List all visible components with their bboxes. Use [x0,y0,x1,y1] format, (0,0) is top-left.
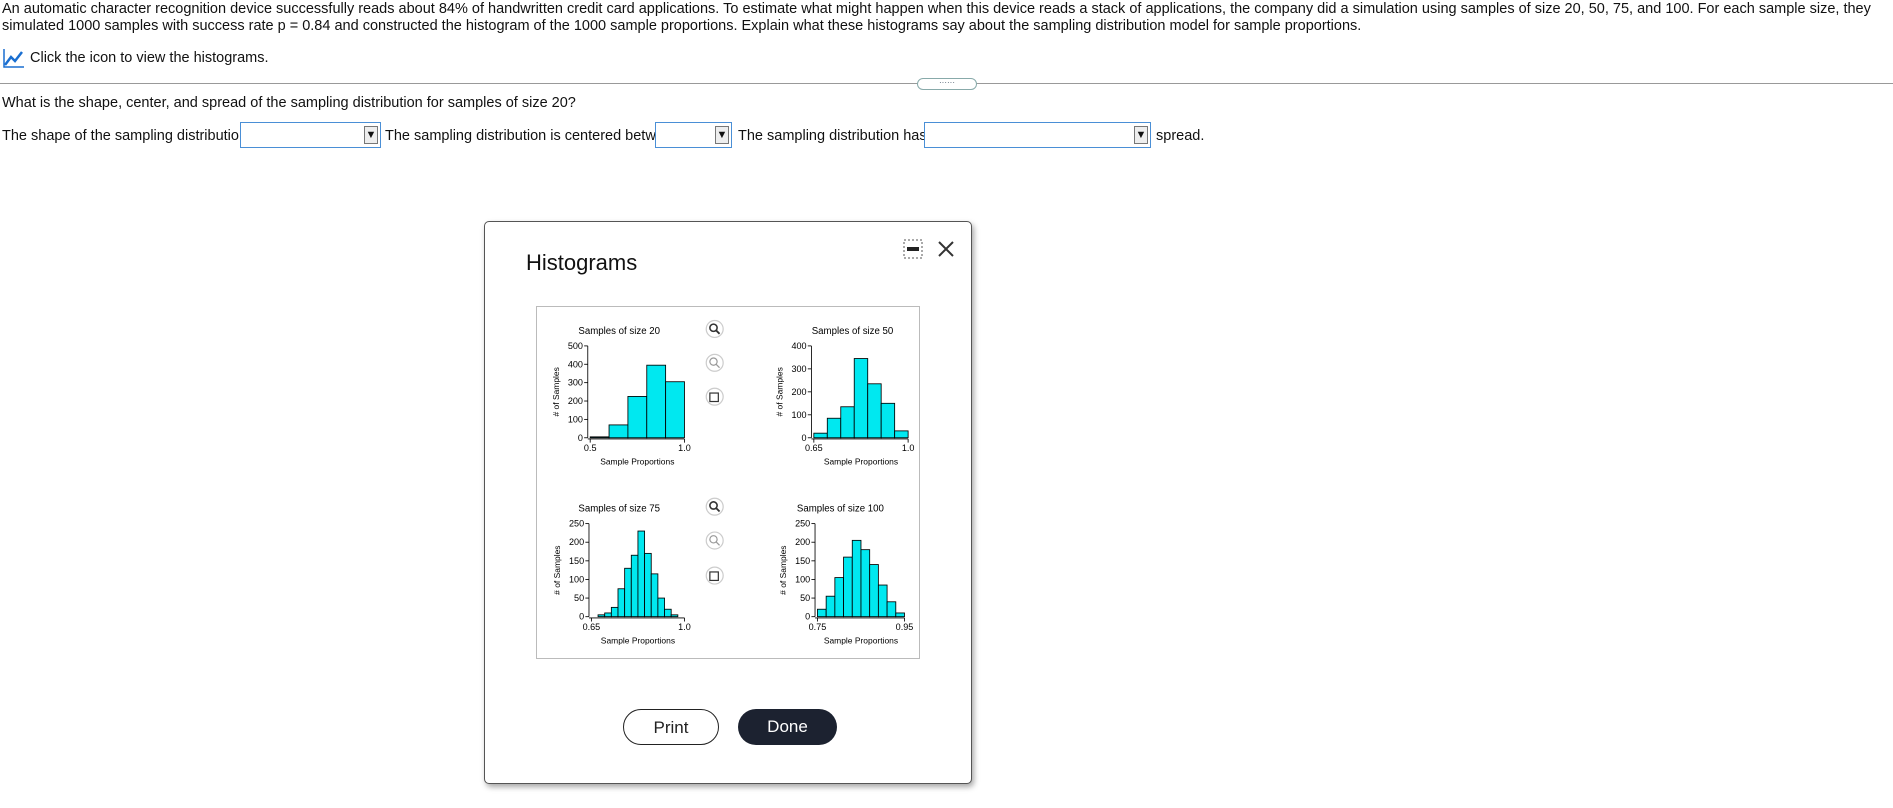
zoom-tools[interactable] [705,319,724,585]
histogram-bar [624,567,632,618]
x-axis-label: Sample Proportions [600,456,674,466]
y-tick-label: 50 [800,593,810,603]
y-tick-label: 200 [568,396,583,406]
histogram-bar [627,396,648,439]
histogram-bar [867,383,882,439]
histogram-bar [665,381,685,439]
histogram-bar [646,364,667,439]
histogram-bar [853,358,869,439]
y-tick-label: 50 [574,593,584,603]
histogram-bar [869,564,879,618]
y-tick-label: 300 [791,364,806,374]
histogram-bar [880,402,896,439]
histogram-bar [630,554,639,618]
spread-dropdown[interactable]: ▼ [924,122,1151,148]
chart-title: Samples of size 75 [578,504,660,515]
x-tick-label: 1.0 [902,443,915,453]
histogram-bar [637,530,646,618]
histogram-bar [860,549,871,618]
y-axis-label: # of Samples [551,367,561,416]
y-tick-label: 100 [791,410,806,420]
spread-label: The sampling distribution has a [738,128,939,144]
x-tick-label: 0.5 [584,443,597,453]
dialog-title: Histograms [526,250,638,275]
minimize-button[interactable] [903,239,923,259]
histogram-bar [895,612,905,618]
histogram-bar [877,584,888,618]
histogram-bar [826,417,842,439]
y-axis-label: # of Samples [552,545,562,594]
histogram-bar [843,556,853,618]
histogram-bar [604,612,612,618]
spread-suffix: spread. [1156,128,1205,144]
histogram-bar [610,606,619,618]
histogram-bar [589,436,610,439]
y-tick-label: 400 [791,341,806,351]
shape-label: The shape of the sampling distribution i… [2,128,262,144]
y-tick-label: 200 [569,537,584,547]
y-tick-label: 100 [795,574,810,584]
y-tick-label: 200 [791,387,806,397]
x-tick-label: 1.0 [678,443,691,453]
x-tick-label: 1.0 [678,622,691,632]
histogram-icon[interactable] [3,48,25,68]
x-axis-label: Sample Proportions [824,635,898,645]
histogram-bar [840,406,855,439]
divider-handle[interactable]: ······ [917,78,977,90]
y-tick-label: 0 [578,433,583,443]
y-tick-label: 500 [568,341,583,351]
chart-title: Samples of size 100 [797,504,884,515]
print-button[interactable]: Print [623,709,719,745]
y-tick-label: 0 [802,433,807,443]
histogram-bar [825,595,836,618]
x-tick-label: 0.75 [809,622,827,632]
y-tick-label: 150 [569,556,584,566]
histogram-bar [813,432,828,439]
question: What is the shape, center, and spread of… [2,95,576,111]
y-tick-label: 0 [579,612,584,622]
chart-panel: Samples of size 20 # of Samples Sample Pro… [536,306,920,659]
problem-text: An automatic character recognition devic… [2,1,1871,34]
y-axis-label: # of Samples [778,545,788,594]
y-tick-label: 100 [568,414,583,424]
histogram-bar [597,614,606,618]
y-tick-label: 250 [569,519,584,529]
close-button[interactable] [937,240,955,258]
dialog: Histograms Samples of size 20 # of Sample… [484,221,972,784]
done-button[interactable]: Done [738,709,837,745]
x-tick-label: 0.95 [896,622,914,632]
y-tick-label: 250 [795,519,810,529]
histogram-bar [644,552,652,618]
x-tick-label: 0.65 [583,622,601,632]
histogram-bar [894,430,909,439]
y-tick-label: 150 [795,556,810,566]
histogram-bar [670,614,679,618]
histogram-bar [886,601,897,618]
shape-dropdown[interactable]: ▼ [240,122,381,148]
histogram-bar [650,573,659,618]
y-tick-label: 200 [795,537,810,547]
histogram-bar [657,597,665,618]
x-axis-label: Sample Proportions [824,456,898,466]
center-label: The sampling distribution is centered be… [385,128,680,144]
x-tick-label: 0.65 [805,443,823,453]
chart-title: Samples of size 20 [578,326,660,337]
histogram-bar [608,424,629,439]
histogram-bar [851,539,862,618]
link-text: Click the icon to view the histograms. [30,50,269,66]
histograms: Samples of size 20 # of Samples Sample Pro… [551,319,915,645]
histogram-bar [817,608,827,618]
center-dropdown[interactable]: ▼ [655,122,732,148]
y-tick-label: 0 [805,612,810,622]
chart-title: Samples of size 50 [812,326,894,337]
histogram-bar [664,608,672,618]
histogram-bar [617,588,626,618]
histogram-bar [834,577,844,618]
y-tick-label: 300 [568,378,583,388]
y-axis-label: # of Samples [774,367,784,416]
y-tick-label: 100 [569,574,584,584]
x-axis-label: Sample Proportions [601,635,675,645]
y-tick-label: 400 [568,359,583,369]
